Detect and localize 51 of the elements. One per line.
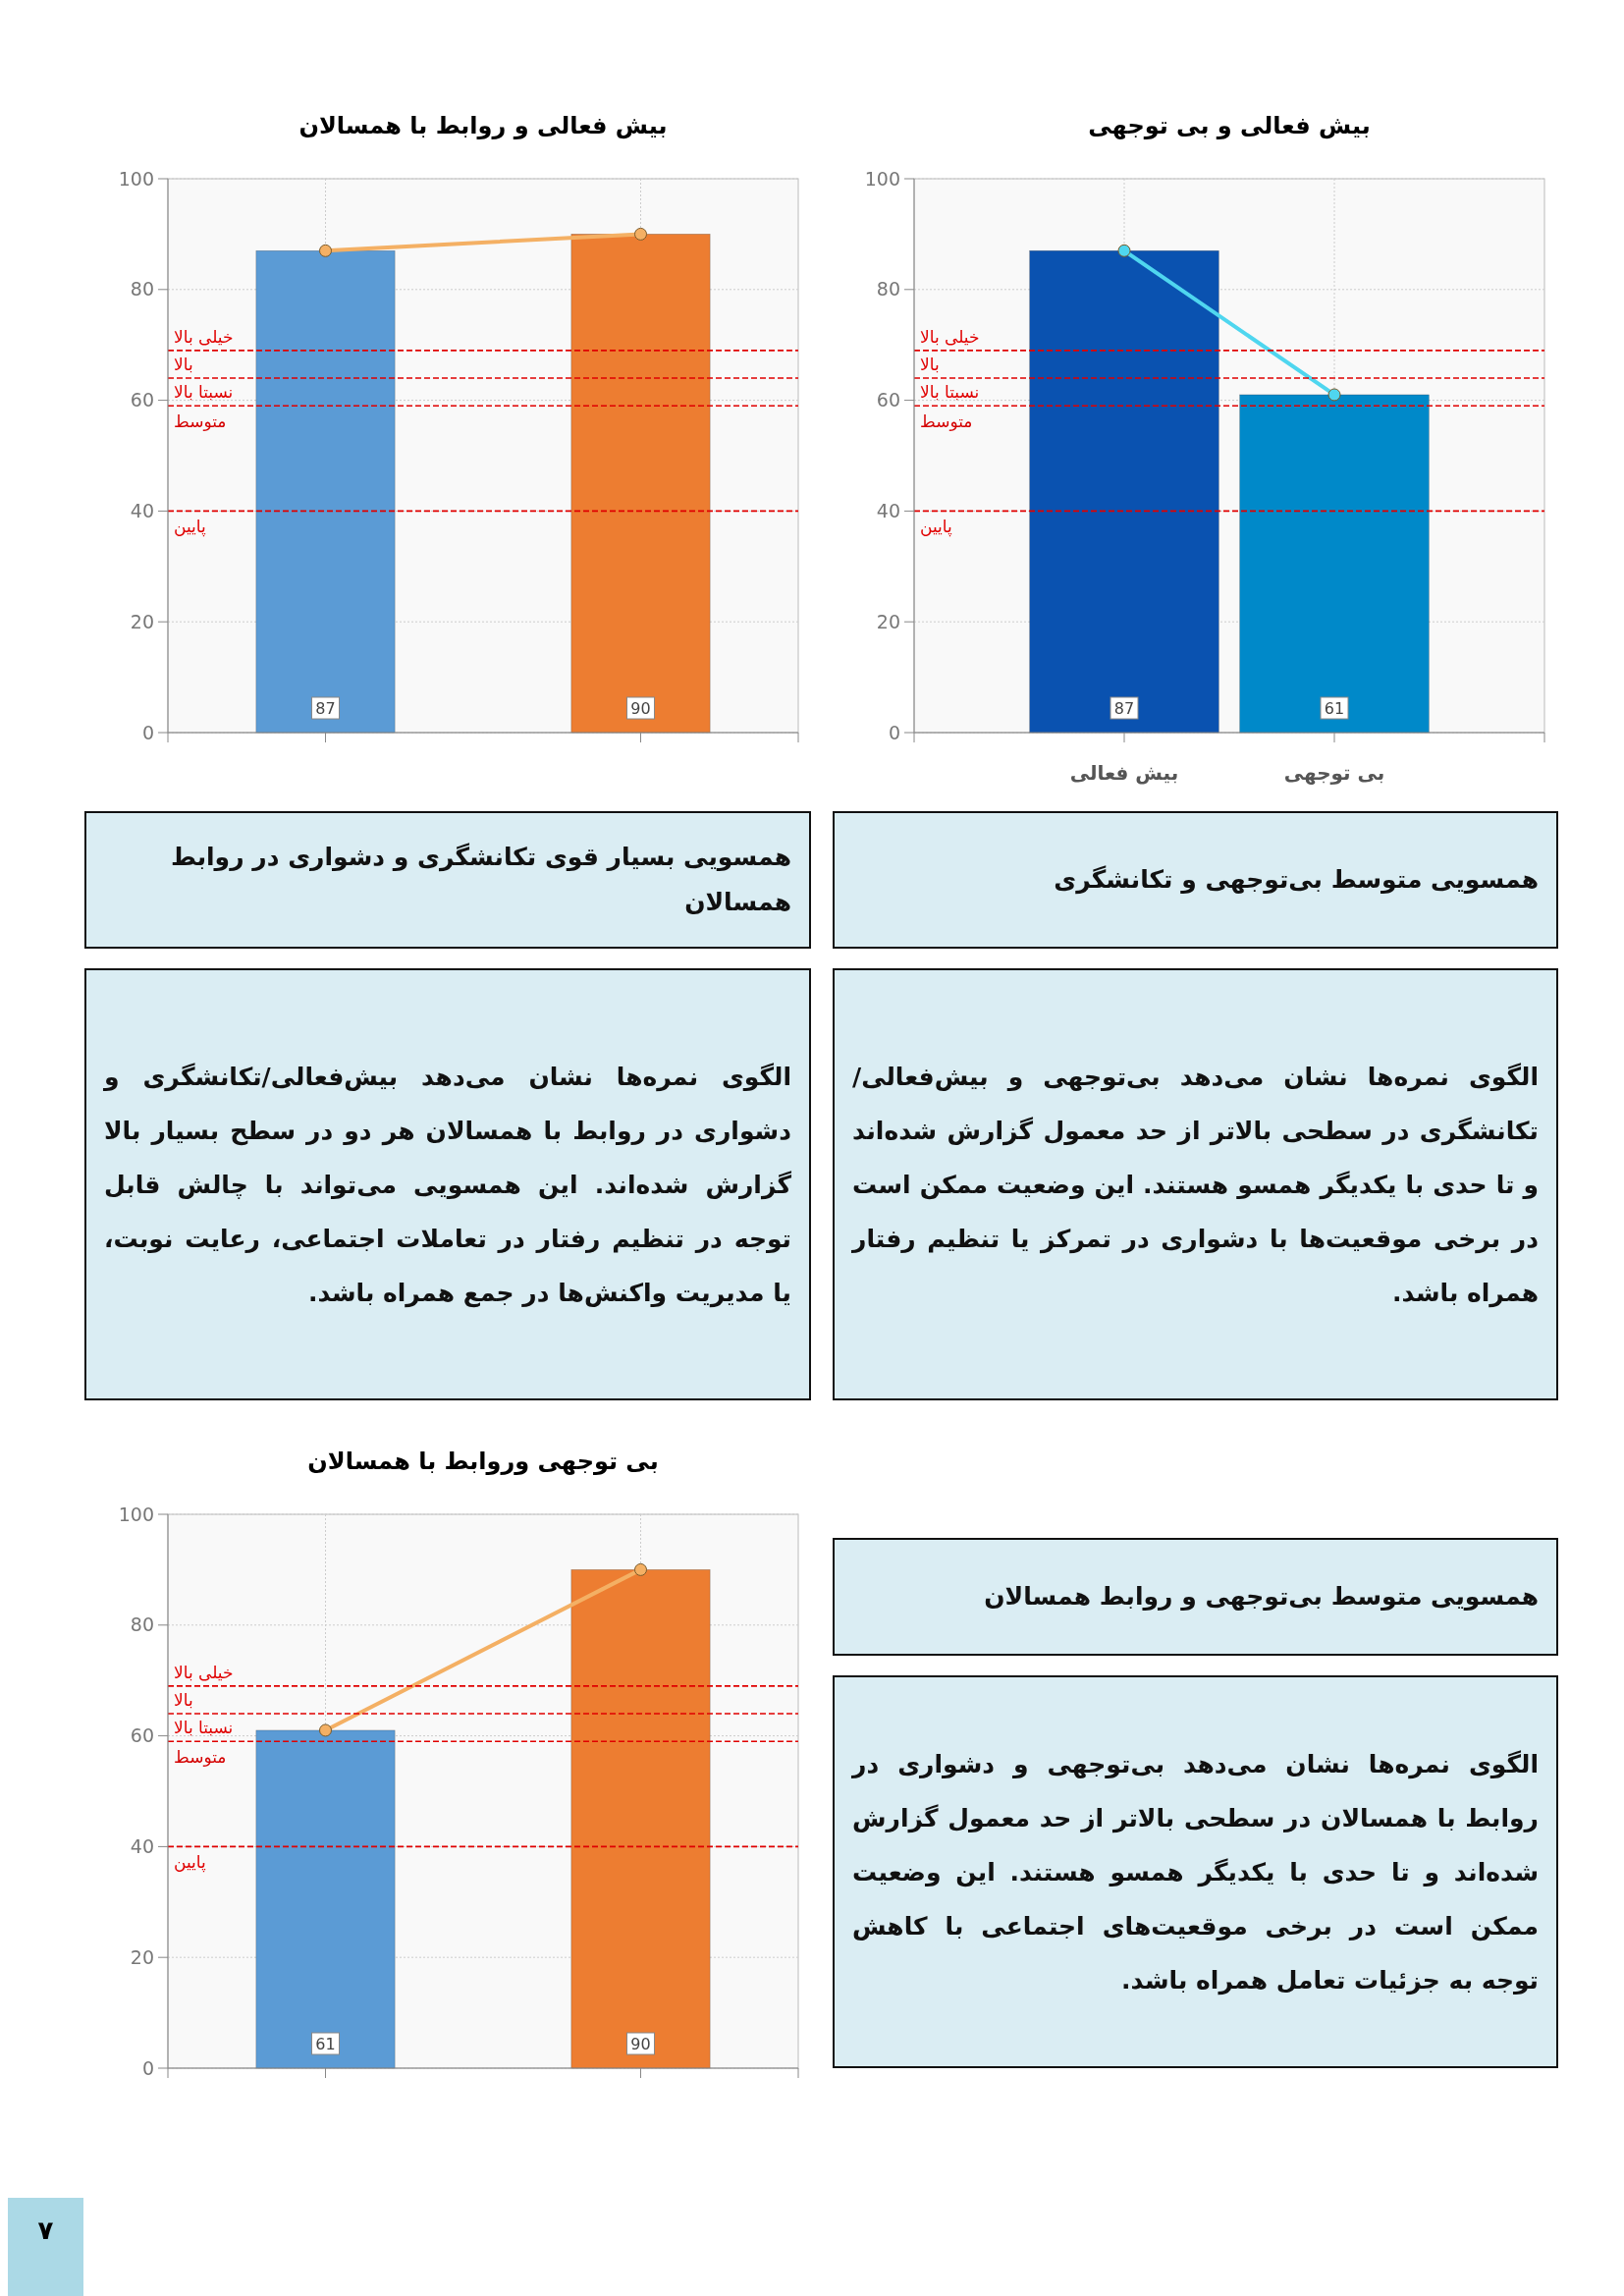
x-tick-label: بیش فعالی (1069, 761, 1179, 785)
text: الگوی نمره‌ها نشان می‌دهد بی‌توجهی و بیش‌فعالی/تکانشگری در سطحی بالاتر از حد معمول گزارش شده‌اند و تا حدی با یکدیگر همسو هستند. این وضعیت ممکن است در برخی موقعیت‌ها با دشواری در تمرکز یا تنظیم رفتار همراه باشد. (852, 1061, 1539, 1310)
y-tick-label: 80 (130, 1613, 154, 1636)
text: الگوی نمره‌ها نشان می‌دهد بی‌توجهی و دشواری در روابط با همسالان در سطحی بالاتر از حد معمول گزارش شده‌اند و تا حدی با یکدیگر همسو هستند. این وضعیت ممکن است در برخی موقعیت‌های اجتماعی با کاهش توجه به جزئیات تعامل همراه باشد. (852, 1748, 1539, 1997)
data-label: 90 (630, 2035, 651, 2053)
x-tick-label: بی توجهی (1283, 761, 1385, 785)
y-tick-label: 40 (876, 500, 900, 522)
ref-line-label: بالا (174, 1690, 193, 1711)
y-tick-label: 80 (876, 278, 900, 301)
y-tick-label: 40 (130, 1835, 154, 1858)
y-tick-label: 60 (876, 389, 900, 411)
text: الگوی نمره‌ها نشان می‌دهد بیش‌فعالی/تکانشگری و دشواری در روابط با همسالان هر دو در سطح بسیار بالا گزارش شده‌اند. این همسویی می‌تواند با چالش قابل توجه در تنظیم رفتار در تعاملات اجتماعی، رعایت نوبت، یا مدیریت واکنش‌ها در جمع همراه باشد. (104, 1061, 791, 1310)
ref-line-label: پایین (174, 517, 206, 538)
data-label: 90 (630, 699, 651, 718)
ref-line-label: پایین (920, 517, 952, 538)
y-tick-label: 100 (864, 167, 900, 190)
ref-line-label: خیلی بالا (174, 326, 234, 347)
text: همسویی متوسط بی‌توجهی و روابط همسالان (833, 1538, 1558, 1656)
y-tick-label: 60 (130, 1724, 154, 1747)
ref-line-label: نسبتا بالا (174, 1718, 234, 1738)
y-tick-label: 20 (130, 610, 154, 632)
y-tick-label: 100 (118, 167, 154, 190)
text: همسویی بسیار قوی تکانشگری و دشواری در روابط همسالان (84, 811, 811, 949)
y-tick-label: 60 (130, 389, 154, 411)
annotation: متوسط (174, 1747, 227, 1768)
ref-line-label: نسبتا بالا (174, 382, 234, 403)
data-label: 61 (315, 2035, 336, 2053)
ref-line-label: خیلی بالا (920, 326, 980, 347)
y-tick-label: 0 (141, 2056, 154, 2079)
text: همسویی متوسط بی‌توجهی و تکانشگری (833, 811, 1558, 949)
y-tick-label: 20 (130, 1945, 154, 1968)
annotation: متوسط (174, 411, 227, 432)
y-tick-label: 80 (130, 278, 154, 301)
chart-title: بیش فعالی و بی توجهی (1088, 112, 1371, 139)
data-label: 61 (1324, 699, 1345, 718)
y-tick-label: 0 (141, 721, 154, 743)
y-tick-label: 40 (130, 500, 154, 522)
y-tick-label: 20 (876, 610, 900, 632)
y-tick-label: 100 (118, 1503, 154, 1525)
data-label: 87 (1113, 699, 1135, 718)
ref-line-label: نسبتا بالا (920, 382, 980, 403)
chart-title: بیش فعالی و روابط با همسالان (298, 112, 668, 139)
ref-line-label: پایین (174, 1852, 206, 1874)
y-tick-label: 0 (888, 721, 900, 743)
chart-title: بی توجهی وروابط با همسالان (307, 1448, 659, 1475)
data-label: 87 (315, 699, 336, 718)
annotation: متوسط (920, 411, 973, 432)
ref-line-label: بالا (174, 355, 193, 375)
ref-line-label: خیلی بالا (174, 1662, 234, 1682)
text: ۷ (37, 2215, 54, 2245)
ref-line-label: بالا (920, 355, 940, 375)
